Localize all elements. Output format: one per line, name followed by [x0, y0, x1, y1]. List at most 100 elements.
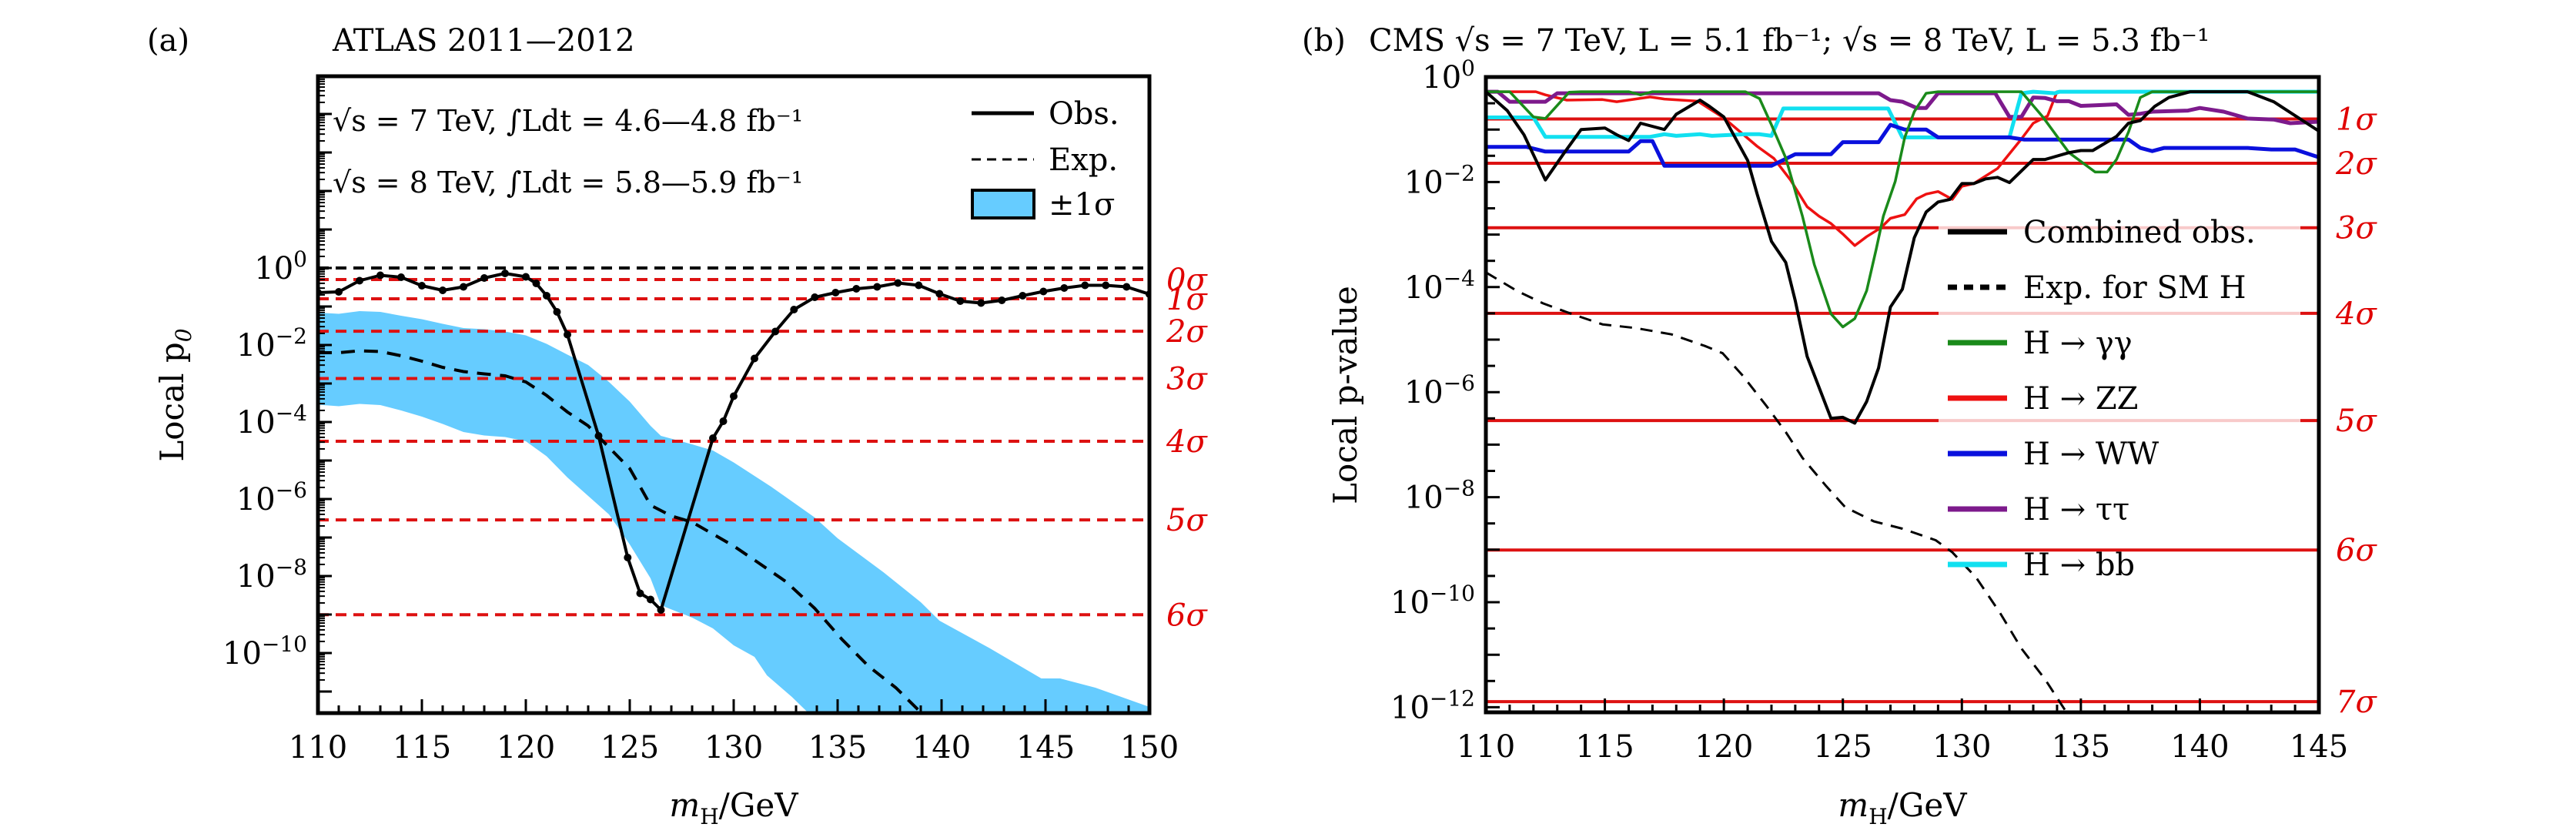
annotation-7tev: √s = 7 TeV, ∫Ldt = 4.6—4.8 fb⁻¹ — [333, 104, 803, 138]
y-tick-label: 10−10 — [222, 631, 307, 672]
expected-1sigma-band — [318, 311, 1149, 713]
observed-point — [439, 286, 447, 294]
tick-exponent: −12 — [1430, 685, 1475, 711]
observed-point — [771, 327, 779, 336]
tick-base: 10 — [1404, 375, 1444, 410]
tick-exponent: −2 — [1444, 160, 1475, 186]
observed-point — [894, 279, 902, 287]
x-tick-label: 125 — [1814, 729, 1872, 765]
x-tick-label: 125 — [601, 730, 659, 765]
tick-exponent: −6 — [276, 477, 307, 503]
legend-item: H → bb — [1948, 548, 2135, 583]
sigma-label: 0σ — [1166, 263, 1208, 298]
energy-annotations: √s = 7 TeV, ∫Ldt = 4.6—4.8 fb⁻¹ √s = 8 T… — [333, 104, 803, 199]
legend-background — [1939, 217, 2300, 525]
legend-label: H → bb — [2023, 548, 2135, 583]
sigma-label: 1σ — [2336, 102, 2377, 138]
legend-item: ±1σ — [971, 187, 1115, 223]
axes-b: 1σ 2σ 3σ 4σ 5σ 6σ 7σ 110 115 120 125 130 135 140 145 10… — [1390, 55, 2377, 765]
panel-a-label: (a) — [147, 23, 189, 59]
observed-point — [480, 274, 488, 282]
y-title-sub: 0 — [171, 328, 196, 342]
x-tick-label: 115 — [1575, 729, 1634, 765]
observed-point — [1102, 281, 1110, 290]
y-tick-label: 10−6 — [1404, 370, 1475, 410]
sigma-label: 4σ — [2335, 296, 2377, 332]
x-tick-label: 120 — [1694, 729, 1753, 765]
panel-a-title: ATLAS 2011—2012 — [332, 23, 635, 59]
x-tick-label: 130 — [1932, 729, 1991, 765]
observed-point — [719, 417, 728, 425]
reference-lines — [318, 266, 1149, 617]
legend-label: H → ττ — [2023, 492, 2129, 528]
x-tick-label: 135 — [808, 730, 867, 765]
legend-label: Obs. — [1049, 96, 1119, 132]
legend-item: H → γγ — [1948, 326, 2133, 361]
observed-point — [709, 434, 717, 442]
tick-base: 10 — [222, 636, 262, 672]
tick-base: 10 — [236, 405, 276, 440]
observed-point — [935, 290, 944, 298]
plot-frame — [1484, 75, 2321, 715]
tick-exponent: −6 — [1444, 370, 1475, 396]
observed-point — [915, 281, 923, 290]
panel-b-cms: (b) CMS √s = 7 TeV, L = 5.1 fb⁻¹; √s = 8… — [1302, 23, 2377, 829]
tick-exponent: 0 — [1461, 55, 1475, 81]
observed-point — [647, 595, 654, 604]
tick-base: 10 — [1390, 690, 1430, 725]
y-axis-title-b: Local p-value — [1326, 286, 1364, 504]
legend-label: Exp. for SM H — [2023, 270, 2246, 306]
x-tick-label: 145 — [2290, 729, 2348, 765]
observed-point — [522, 273, 530, 281]
observed-point — [811, 293, 819, 301]
legend-item: H → ZZ — [1948, 381, 2138, 417]
observed-point — [624, 554, 632, 561]
tick-base: 10 — [1390, 585, 1430, 621]
observed-point — [1060, 284, 1069, 292]
legend-label: H → ZZ — [2023, 381, 2138, 417]
x-title-main: m — [669, 786, 700, 824]
observed-point — [418, 282, 426, 290]
observed-point — [335, 288, 343, 296]
legend-swatch — [971, 189, 1035, 219]
legend-label: ±1σ — [1049, 187, 1115, 223]
tick-base: 10 — [1422, 60, 1461, 95]
y-tick-label: 10−2 — [236, 323, 307, 363]
observed-point — [356, 276, 363, 285]
sigma-label: 7σ — [2336, 685, 2377, 720]
sigma-label: 6σ — [2336, 533, 2377, 568]
panel-b-title: CMS √s = 7 TeV, L = 5.1 fb⁻¹; √s = 8 TeV… — [1369, 23, 2210, 59]
observed-point — [532, 280, 540, 287]
x-tick-label: 115 — [393, 730, 451, 765]
observed-point — [376, 271, 384, 280]
tick-exponent: 0 — [293, 246, 307, 272]
annotation-8tev: √s = 8 TeV, ∫Ldt = 5.8—5.9 fb⁻¹ — [333, 166, 803, 199]
y-axis-title-a: Local p0 — [153, 328, 196, 461]
x-title-unit: /GeV — [1888, 786, 1968, 824]
observed-point — [751, 354, 758, 363]
observed-point — [1122, 283, 1131, 291]
x-axis-title-a: mH/GeV — [669, 786, 798, 829]
observed-point — [831, 289, 840, 296]
x-tick-label: 150 — [1120, 730, 1179, 765]
legend-label: H → WW — [2023, 437, 2159, 472]
observed-point — [543, 292, 550, 300]
legend-a: Obs. Exp. ±1σ — [971, 96, 1119, 223]
legend-label: Combined obs. — [2023, 215, 2256, 250]
legend-label: Exp. — [1049, 142, 1118, 178]
legend-item: Exp. — [972, 142, 1118, 178]
observed-point — [397, 273, 405, 281]
x-tick-label: 135 — [2052, 729, 2110, 765]
observed-point — [730, 392, 738, 400]
y-tick-label: 100 — [254, 246, 307, 286]
svg-text:Local p0: Local p0 — [153, 328, 196, 461]
y-tick-label: 10−4 — [1404, 266, 1475, 306]
tick-base: 10 — [236, 328, 276, 363]
sigma-label: 3σ — [1166, 361, 1208, 397]
panel-b-label: (b) — [1302, 23, 1346, 59]
legend-item: H → ττ — [1948, 492, 2129, 528]
y-tick-label: 10−8 — [1404, 476, 1475, 516]
sigma-label: 5σ — [1166, 503, 1208, 538]
observed-point — [564, 330, 571, 339]
